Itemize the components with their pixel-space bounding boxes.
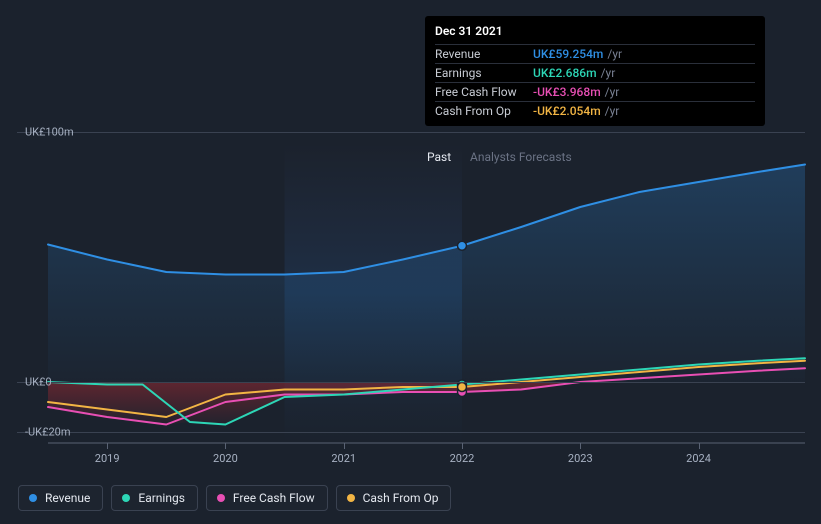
- tooltip-row-label: Revenue: [435, 47, 533, 61]
- x-axis-label: 2022: [450, 452, 475, 465]
- tooltip-row-value: -UK£2.054m: [533, 104, 601, 118]
- legend: Revenue Earnings Free Cash Flow Cash From O…: [18, 485, 451, 511]
- tooltip-row-value: UK£2.686m: [533, 66, 597, 80]
- tooltip-row-value: -UK£3.968m: [533, 85, 601, 99]
- tooltip-row: EarningsUK£2.686m/yr: [435, 63, 755, 82]
- y-gridline: [17, 382, 805, 383]
- x-tick: [699, 443, 700, 449]
- x-tick: [462, 443, 463, 449]
- y-axis-label: -UK£20m: [25, 426, 70, 439]
- legend-dot-icon: [29, 494, 37, 502]
- legend-dot-icon: [217, 494, 225, 502]
- legend-item-label: Cash From Op: [363, 491, 439, 505]
- legend-item-cfo[interactable]: Cash From Op: [336, 485, 452, 511]
- x-axis-label: 2019: [95, 452, 120, 465]
- x-tick: [344, 443, 345, 449]
- x-tick: [107, 443, 108, 449]
- x-tick: [580, 443, 581, 449]
- tooltip-row-unit: /yr: [605, 85, 620, 99]
- tooltip-row: Free Cash Flow-UK£3.968m/yr: [435, 82, 755, 101]
- y-gridline: [17, 432, 805, 433]
- tooltip-row: Cash From Op-UK£2.054m/yr: [435, 101, 755, 120]
- x-axis-label: 2024: [686, 452, 711, 465]
- y-axis-label: UK£100m: [25, 126, 74, 139]
- tooltip-row: RevenueUK£59.254m/yr: [435, 44, 755, 63]
- legend-item-earnings[interactable]: Earnings: [111, 485, 198, 511]
- tooltip-date: Dec 31 2021: [435, 24, 755, 42]
- x-axis-label: 2020: [213, 452, 238, 465]
- legend-item-label: Revenue: [45, 491, 90, 505]
- y-gridline: [17, 132, 805, 133]
- forecast-label: Analysts Forecasts: [470, 150, 572, 164]
- tooltip-row-unit: /yr: [607, 47, 622, 61]
- y-axis-label: UK£0: [25, 376, 52, 389]
- x-axis-label: 2023: [568, 452, 593, 465]
- tooltip-row-unit: /yr: [601, 66, 616, 80]
- tooltip-row-label: Earnings: [435, 66, 533, 80]
- tooltip-row-label: Cash From Op: [435, 104, 533, 118]
- legend-item-label: Earnings: [138, 491, 185, 505]
- legend-dot-icon: [347, 494, 355, 502]
- legend-item-revenue[interactable]: Revenue: [18, 485, 103, 511]
- tooltip-row-unit: /yr: [605, 104, 620, 118]
- tooltip: Dec 31 2021 RevenueUK£59.254m/yrEarnings…: [425, 16, 765, 126]
- x-tick: [225, 443, 226, 449]
- x-axis-label: 2021: [331, 452, 356, 465]
- legend-dot-icon: [122, 494, 130, 502]
- tooltip-row-label: Free Cash Flow: [435, 85, 533, 99]
- legend-item-label: Free Cash Flow: [233, 491, 315, 505]
- past-label: Past: [427, 150, 451, 164]
- legend-item-fcf[interactable]: Free Cash Flow: [206, 485, 328, 511]
- tooltip-row-value: UK£59.254m: [533, 47, 603, 61]
